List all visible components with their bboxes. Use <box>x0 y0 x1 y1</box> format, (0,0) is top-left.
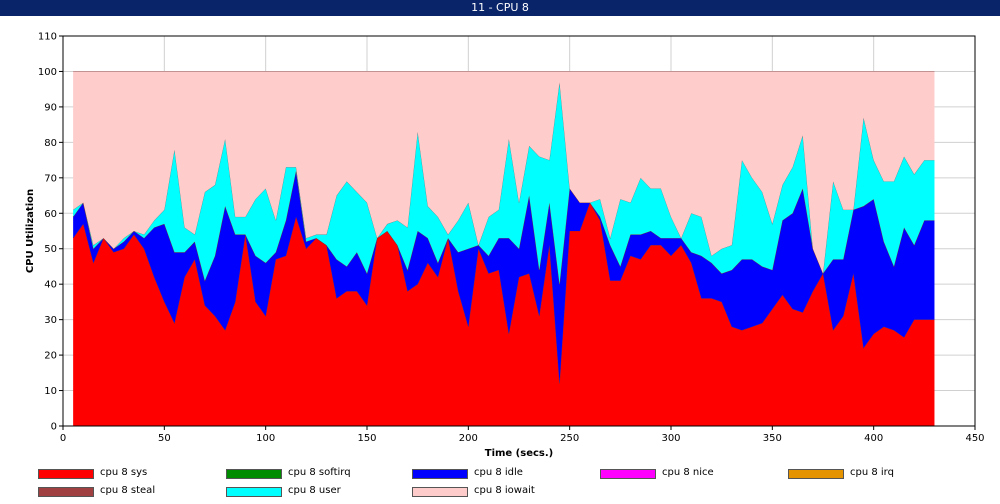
legend-swatch <box>412 469 468 479</box>
x-tick-label: 50 <box>158 433 171 444</box>
y-tick-label: 10 <box>44 386 57 397</box>
chart-legend: cpu 8 sys cpu 8 softirq cpu 8 idle cpu 8 ni… <box>0 460 1000 504</box>
y-tick-label: 60 <box>44 209 57 220</box>
legend-swatch <box>38 469 94 479</box>
y-tick-label: 100 <box>38 67 57 78</box>
chart-axes: 0 10 20 30 40 50 60 70 80 90 100 110 0 50 100 150 200 250… <box>38 32 985 445</box>
legend-label: cpu 8 nice <box>662 467 714 478</box>
legend-label: cpu 8 iowait <box>474 485 535 496</box>
x-tick-label: 450 <box>965 433 984 444</box>
x-tick-label: 300 <box>661 433 680 444</box>
legend-swatch <box>412 487 468 497</box>
legend-label: cpu 8 irq <box>850 467 894 478</box>
x-axis-title: Time (secs.) <box>485 448 554 459</box>
legend-swatch <box>788 469 844 479</box>
y-axis-title: CPU Utilization <box>25 189 36 273</box>
stacked-area-layer <box>72 71 935 426</box>
x-tick-label: 250 <box>560 433 579 444</box>
legend-label: cpu 8 softirq <box>288 467 351 478</box>
legend-swatch <box>226 487 282 497</box>
legend-swatch <box>38 487 94 497</box>
series-area-cpu-8-user <box>73 82 935 285</box>
cpu-utilization-chart: 0 10 20 30 40 50 60 70 80 90 100 110 0 50 100 150 200 250… <box>25 32 985 460</box>
x-tick-label: 400 <box>864 433 883 444</box>
legend-label: cpu 8 idle <box>474 467 523 478</box>
legend-swatch <box>226 469 282 479</box>
window-title: 11 - CPU 8 <box>0 0 1000 16</box>
legend-label: cpu 8 user <box>288 485 341 496</box>
y-tick-label: 40 <box>44 280 57 291</box>
x-tick-label: 0 <box>60 433 66 444</box>
y-tick-label: 20 <box>44 351 57 362</box>
series-area-cpu-8-idle <box>73 170 935 384</box>
y-tick-label: 50 <box>44 244 57 255</box>
legend-label: cpu 8 steal <box>100 485 156 496</box>
legend-label: cpu 8 sys <box>100 467 148 478</box>
legend-swatch <box>600 469 656 479</box>
x-tick-label: 200 <box>459 433 478 444</box>
x-tick-label: 350 <box>763 433 782 444</box>
series-area-cpu-8-sys <box>73 202 935 426</box>
y-tick-label: 90 <box>44 102 57 113</box>
plot-frame <box>62 35 976 427</box>
x-tick-label: 100 <box>256 433 275 444</box>
y-tick-label: 70 <box>44 173 57 184</box>
x-tick-label: 150 <box>357 433 376 444</box>
y-tick-label: 0 <box>51 422 57 433</box>
y-tick-label: 80 <box>44 138 57 149</box>
series-area-cpu-8-iowait <box>73 71 935 274</box>
y-tick-label: 30 <box>44 315 57 326</box>
y-tick-label: 110 <box>38 32 57 43</box>
